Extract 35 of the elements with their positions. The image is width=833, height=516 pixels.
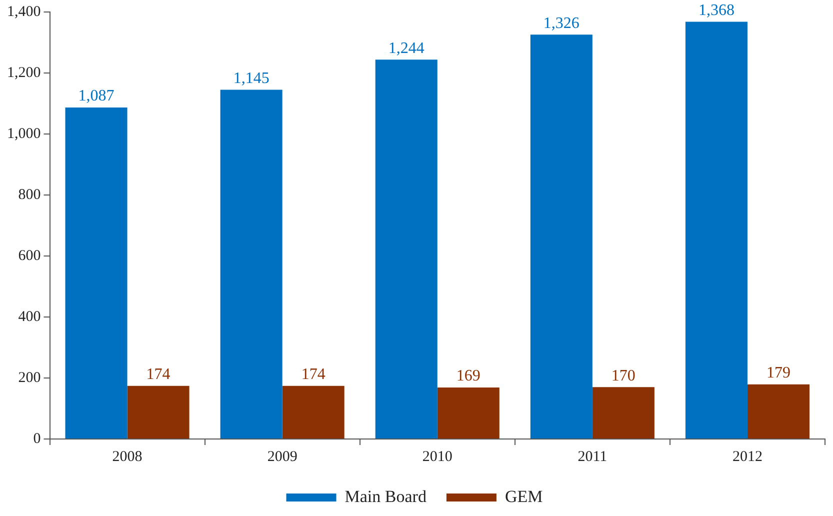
data-label: 1,087 <box>78 88 114 105</box>
y-tick-label: 0 <box>33 430 41 447</box>
x-tick-label: 2009 <box>267 448 298 465</box>
y-tick-label: 1,000 <box>7 126 41 142</box>
x-tick-label: 2012 <box>732 448 762 465</box>
y-tick-label: 800 <box>18 186 41 203</box>
bar <box>592 387 654 438</box>
bar <box>282 386 344 438</box>
bar <box>375 60 438 438</box>
data-label: 1,326 <box>543 14 580 32</box>
bar <box>220 90 282 438</box>
bar <box>437 387 500 438</box>
bar <box>65 107 128 438</box>
data-label: 179 <box>766 364 790 382</box>
y-tick-label: 1,200 <box>7 64 41 81</box>
x-tick-label: 2010 <box>422 448 452 465</box>
bar <box>127 386 190 438</box>
data-label: 1,145 <box>233 70 270 87</box>
data-label: 170 <box>611 367 636 384</box>
data-label: 169 <box>456 368 480 385</box>
data-label: 174 <box>146 366 170 384</box>
data-label: 1,244 <box>388 40 424 57</box>
y-tick-label: 600 <box>18 248 41 264</box>
x-tick-label: 2008 <box>112 448 142 465</box>
y-tick-label: 200 <box>18 370 41 386</box>
data-label: 1,368 <box>698 2 734 19</box>
y-tick-label: 400 <box>18 308 41 325</box>
y-tick-label: 1,400 <box>7 4 41 20</box>
data-label: 174 <box>301 366 326 384</box>
bar <box>685 22 748 438</box>
legend-label: Main Board <box>344 486 427 506</box>
bar <box>747 384 810 438</box>
x-tick-label: 2011 <box>578 448 608 465</box>
bar <box>530 34 592 438</box>
legend-label: GEM <box>504 486 543 506</box>
